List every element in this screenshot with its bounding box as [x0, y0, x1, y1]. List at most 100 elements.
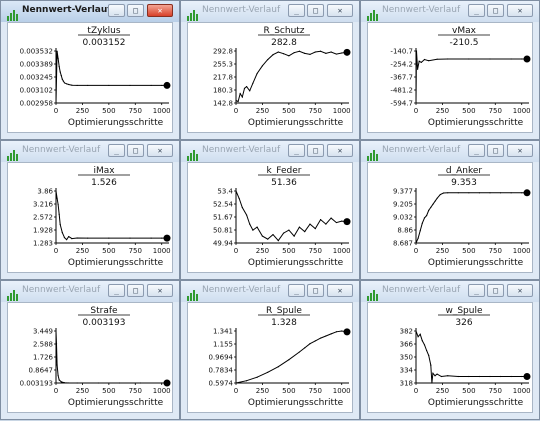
- maximize-button[interactable]: □: [307, 284, 324, 297]
- data-point: [68, 382, 70, 384]
- maximize-button[interactable]: □: [487, 144, 504, 157]
- x-axis-label: Optimierungsschritte: [68, 118, 164, 128]
- x-tick-label: 750: [129, 107, 142, 115]
- x-axis-label: Optimierungsschritte: [248, 258, 344, 268]
- data-point: [243, 87, 246, 89]
- data-point: [314, 340, 316, 342]
- minimize-button[interactable]: _: [468, 144, 485, 157]
- data-point: [489, 192, 491, 194]
- x-axis-label: Optimierungsschritte: [68, 258, 164, 268]
- close-button[interactable]: ✕: [147, 144, 173, 157]
- close-button[interactable]: ✕: [327, 4, 353, 17]
- y-tick-label: 0.003532: [20, 48, 53, 56]
- title-bar[interactable]: Nennwert-Verlauf _ □ ✕: [181, 281, 359, 302]
- chart-window-w-spule[interactable]: Nennwert-Verlauf _ □ ✕ w_Spule 326 382 366 350 33…: [360, 280, 540, 420]
- data-point: [325, 335, 327, 337]
- maximize-button[interactable]: □: [307, 144, 324, 157]
- bar-chart-icon: [6, 286, 18, 301]
- title-bar[interactable]: Nennwert-Verlauf _ □ ✕: [361, 141, 539, 162]
- y-tick-label: 2.572: [33, 214, 53, 222]
- chart-window-r-spule[interactable]: Nennwert-Verlauf _ □ ✕ R_Spule 1.328 1.341 1.15…: [180, 280, 360, 420]
- x-tick-label: 0: [54, 107, 58, 115]
- close-button[interactable]: ✕: [507, 4, 533, 17]
- maximize-button[interactable]: □: [127, 4, 144, 17]
- minimize-button[interactable]: _: [108, 284, 125, 297]
- title-bar[interactable]: Nennwert-Verlauf _ □ ✕: [181, 1, 359, 22]
- minimize-button[interactable]: _: [468, 284, 485, 297]
- data-point: [430, 206, 432, 208]
- close-button[interactable]: ✕: [147, 284, 173, 297]
- close-button[interactable]: ✕: [327, 284, 353, 297]
- data-point: [55, 343, 58, 345]
- title-bar[interactable]: Nennwert-Verlauf _ □ ✕: [1, 141, 179, 162]
- data-point: [277, 239, 279, 242]
- data-point: [425, 215, 428, 217]
- data-point: [341, 330, 343, 332]
- data-point: [428, 209, 430, 211]
- chart-window-vmax[interactable]: Nennwert-Verlauf _ □ ✕ vMax -210.5 -140.7 -254.…: [360, 0, 540, 140]
- y-tick-label: 1.155: [213, 341, 233, 349]
- x-tick-label: 750: [129, 247, 142, 255]
- y-tick-label: 334: [400, 367, 414, 375]
- title-bar[interactable]: Nennwert-Verlauf _ □ ✕: [1, 1, 179, 22]
- data-point: [282, 232, 285, 234]
- x-tick-label: 0: [234, 247, 238, 255]
- minimize-button[interactable]: _: [108, 144, 125, 157]
- data-point: [447, 58, 449, 60]
- chart-window-d-anker[interactable]: Nennwert-Verlauf _ □ ✕ d_Anker 9.353 9.377 9.20…: [360, 140, 540, 280]
- maximize-button[interactable]: □: [487, 284, 504, 297]
- close-button[interactable]: ✕: [327, 144, 353, 157]
- data-point: [447, 375, 449, 377]
- data-point: [417, 237, 419, 239]
- data-point: [325, 223, 327, 225]
- chart-window-r-schutz[interactable]: Nennwert-Verlauf _ □ ✕ R_Schutz 282.8 292.8 255…: [180, 0, 360, 140]
- x-tick-label: 500: [282, 387, 295, 395]
- data-point: [447, 192, 449, 194]
- chart-svg: tZyklus 0.003152 0.003532 0.003389 0.003245 0…: [20, 26, 171, 128]
- close-button[interactable]: ✕: [507, 284, 533, 297]
- minimize-button[interactable]: _: [108, 4, 125, 17]
- data-point: [57, 203, 59, 205]
- close-button[interactable]: ✕: [507, 144, 533, 157]
- maximize-button[interactable]: □: [127, 284, 144, 297]
- current-value: 9.353: [451, 178, 477, 188]
- data-point: [423, 58, 426, 61]
- current-point-marker: [523, 55, 531, 63]
- maximize-button[interactable]: □: [487, 4, 504, 17]
- data-point: [57, 374, 59, 377]
- data-point: [431, 382, 433, 384]
- data-point: [71, 238, 73, 240]
- title-bar[interactable]: Nennwert-Verlauf _ □ ✕: [361, 1, 539, 22]
- data-point: [442, 192, 445, 194]
- title-bar[interactable]: Nennwert-Verlauf _ □ ✕: [1, 281, 179, 302]
- close-button[interactable]: ✕: [147, 4, 173, 17]
- data-point: [428, 60, 430, 62]
- x-tick-label: 750: [489, 247, 502, 255]
- x-tick-label: 1000: [513, 247, 531, 255]
- data-point: [60, 75, 62, 77]
- maximize-button[interactable]: □: [127, 144, 144, 157]
- chart-window-imax[interactable]: Nennwert-Verlauf _ □ ✕ iMax 1.526 3.86 3.216 2.5…: [0, 140, 180, 280]
- plot-area: w_Spule 326 382 366 350 334 318 0 250 500 750 1000 O…: [367, 302, 533, 413]
- maximize-button[interactable]: □: [307, 4, 324, 17]
- chart-window-tzyklus[interactable]: Nennwert-Verlauf _ □ ✕ tZyklus 0.003152 0.0035…: [0, 0, 180, 140]
- title-bar[interactable]: Nennwert-Verlauf _ □ ✕: [361, 281, 539, 302]
- y-tick-label: 1.341: [213, 328, 233, 336]
- data-point: [238, 197, 240, 200]
- title-bar[interactable]: Nennwert-Verlauf _ □ ✕: [181, 141, 359, 162]
- y-tick-label: 0.003102: [20, 87, 53, 95]
- minimize-button[interactable]: _: [288, 284, 305, 297]
- data-point: [425, 349, 428, 352]
- minimize-button[interactable]: _: [468, 4, 485, 17]
- current-value: 0.003152: [83, 38, 126, 48]
- chart-window-k-feder[interactable]: Nennwert-Verlauf _ □ ✕ k_Feder 51.36 53.4 52.54…: [180, 140, 360, 280]
- y-tick-label: 0.8647: [29, 367, 54, 375]
- data-point: [415, 102, 417, 104]
- minimize-button[interactable]: _: [288, 4, 305, 17]
- minimize-button[interactable]: _: [288, 144, 305, 157]
- x-tick-label: 750: [129, 387, 142, 395]
- chart-window-strafe[interactable]: Nennwert-Verlauf _ □ ✕ Strafe 0.003193 3.449 2.…: [0, 280, 180, 420]
- chart-svg: R_Spule 1.328 1.341 1.155 0.9694 0.7834 0.5974…: [209, 306, 351, 408]
- current-value: 1.526: [91, 178, 117, 188]
